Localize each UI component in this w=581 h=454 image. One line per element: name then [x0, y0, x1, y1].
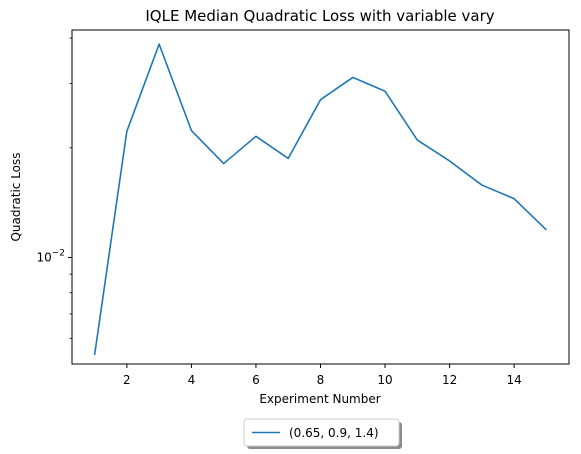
data-point [255, 136, 257, 138]
data-point [94, 354, 96, 356]
x-axis-label: Experiment Number [259, 392, 380, 406]
x-tick-label: 8 [317, 373, 325, 387]
x-tick-label: 14 [506, 373, 521, 387]
chart-title: IQLE Median Quadratic Loss with variable… [145, 7, 494, 25]
plot-area [93, 43, 548, 356]
data-point [223, 163, 225, 165]
data-point [449, 160, 451, 162]
data-point [158, 43, 160, 45]
x-tick-label: 10 [377, 373, 392, 387]
legend: (0.65, 0.9, 1.4) [243, 418, 402, 449]
x-tick-label: 12 [442, 373, 457, 387]
x-axis: 2 4 6 8 10 12 14 [123, 364, 522, 387]
data-point [191, 130, 193, 132]
data-point [126, 130, 128, 132]
data-point [481, 184, 483, 186]
x-tick-label: 4 [188, 373, 196, 387]
data-point [384, 90, 386, 92]
y-axis: 10−2 [36, 37, 72, 339]
x-tick-label: 6 [252, 373, 260, 387]
data-point [320, 99, 322, 101]
data-point [546, 229, 548, 231]
data-point [287, 158, 289, 160]
x-tick-label: 2 [123, 373, 131, 387]
data-point [352, 77, 354, 79]
y-tick-label: 10−2 [36, 248, 65, 264]
legend-box [243, 418, 400, 447]
data-point [513, 198, 515, 200]
series-line [93, 43, 547, 356]
y-axis-label: Quadratic Loss [9, 152, 23, 241]
legend-label: (0.65, 0.9, 1.4) [289, 426, 379, 440]
data-point [417, 139, 419, 141]
